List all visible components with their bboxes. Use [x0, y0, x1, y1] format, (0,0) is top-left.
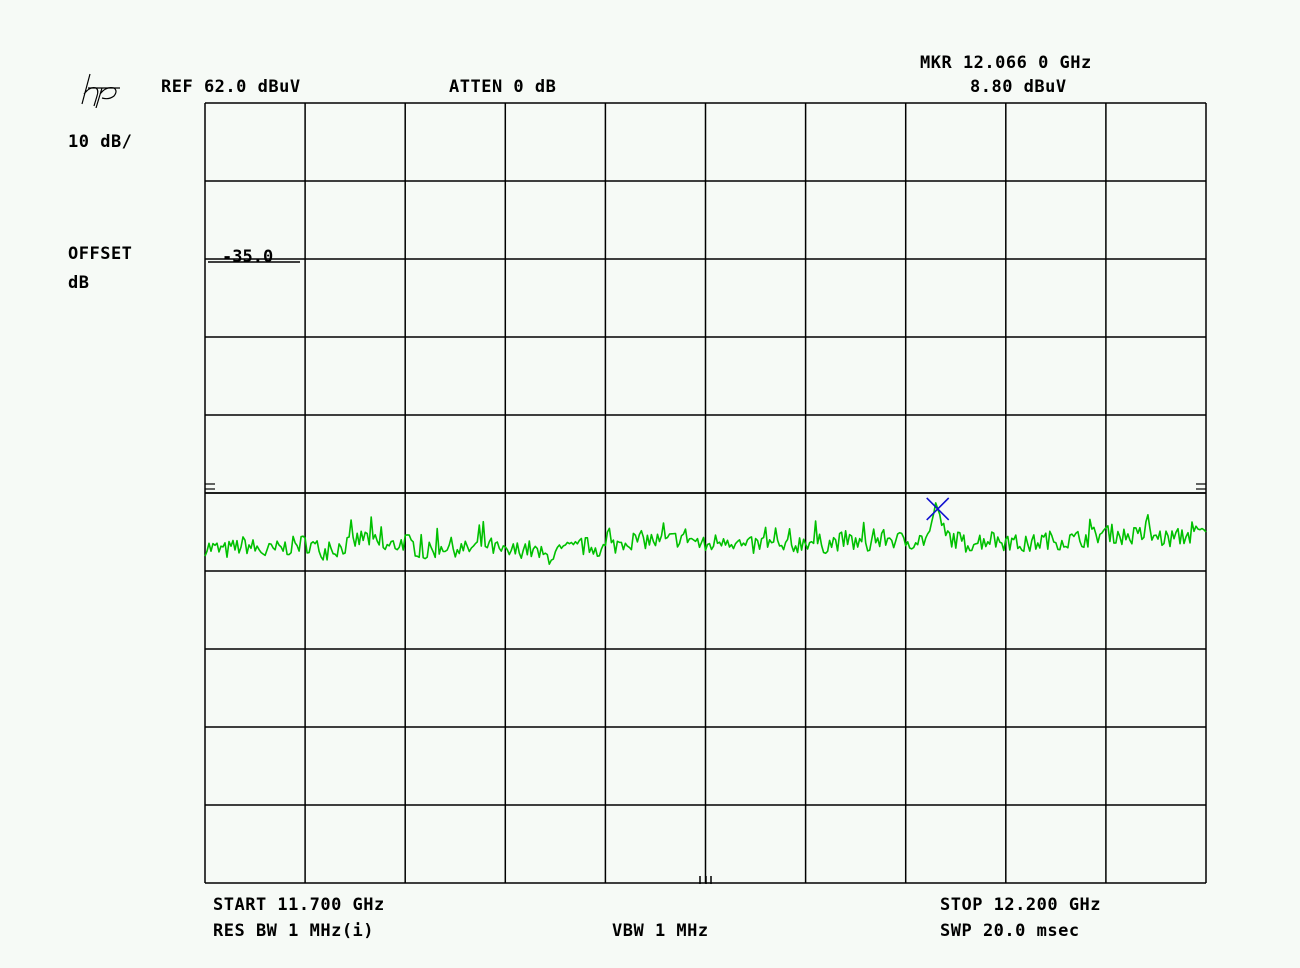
stop-frequency: STOP 12.200 GHz	[940, 895, 1102, 915]
scale-label: 10 dB/	[68, 132, 133, 152]
marker-level: 8.80 dBuV	[970, 77, 1067, 97]
sweep-time: SWP 20.0 msec	[940, 921, 1080, 941]
offset-label: OFFSET	[68, 244, 133, 264]
offset-unit: dB	[68, 273, 90, 293]
grid-lines	[204, 102, 1207, 884]
video-bandwidth: VBW 1 MHz	[612, 921, 709, 941]
threshold-line	[205, 483, 1206, 494]
marker-x	[926, 497, 950, 521]
marker-stroke	[926, 497, 950, 521]
spectrum-trace	[204, 502, 1207, 565]
offset-value: -35.0	[222, 247, 273, 267]
center-tick	[699, 876, 712, 884]
hp-logo	[81, 73, 120, 108]
start-frequency: START 11.700 GHz	[213, 895, 385, 915]
resolution-bandwidth: RES BW 1 MHz(i)	[213, 921, 375, 941]
ref-level-label: REF 62.0 dBuV	[161, 77, 301, 97]
atten-label: ATTEN 0 dB	[449, 77, 557, 97]
marker-frequency: MKR 12.066 0 GHz	[920, 53, 1092, 73]
